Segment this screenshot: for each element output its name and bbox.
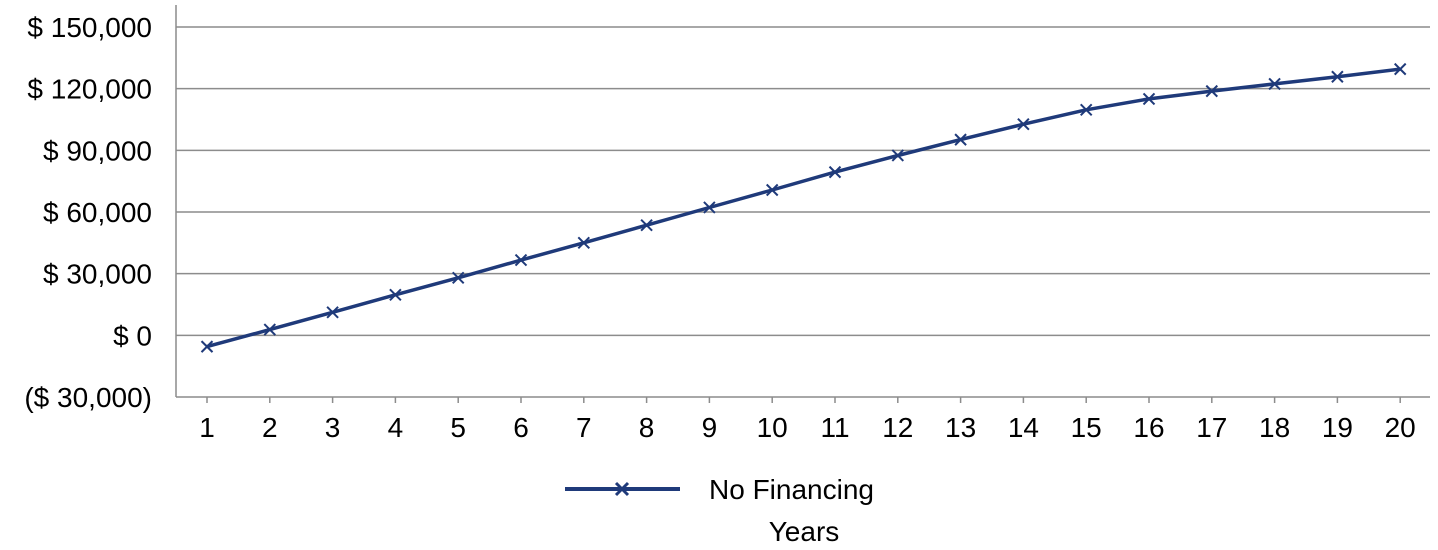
data-point-marker (1331, 70, 1344, 83)
data-point-marker (1017, 118, 1030, 131)
x-tick-label: 12 (882, 412, 913, 443)
data-point-marker (263, 323, 277, 336)
x-tick-label: 3 (325, 412, 341, 443)
x-tick-label: 17 (1196, 412, 1227, 443)
y-tick-label: ($ 30,000) (24, 382, 152, 413)
gridlines (176, 26, 1430, 337)
y-tick-label: $ 60,000 (43, 197, 152, 228)
series-layer (200, 62, 1407, 353)
x-tick-label: 14 (1008, 412, 1039, 443)
data-point-marker (1079, 103, 1093, 117)
data-point-marker (326, 306, 339, 319)
x-tick-labels: 1 2 3 4 5 6 7 8 9 10 11 12 13 14 15 16 17 18 19 20 (199, 412, 1416, 443)
x-tick-label: 8 (639, 412, 655, 443)
x-tick-label: 9 (702, 412, 718, 443)
x-tick-label: 11 (820, 412, 849, 443)
legend-label-no-financing: No Financing (709, 474, 874, 505)
y-tick-label: $ 0 (113, 320, 152, 351)
data-point-marker (954, 133, 967, 146)
y-tick-label: $ 30,000 (43, 259, 152, 290)
x-tick-label: 2 (262, 412, 278, 443)
data-point-marker (1393, 62, 1407, 76)
data-point-marker (451, 271, 465, 284)
x-tick-label: 6 (513, 412, 529, 443)
data-point-marker (200, 340, 214, 353)
y-tick-label: $ 120,000 (27, 74, 152, 105)
axes (175, 5, 1430, 403)
legend-x-marker (614, 481, 630, 497)
x-tick-label: 5 (450, 412, 466, 443)
x-tick-label: 4 (388, 412, 404, 443)
y-tick-labels: ($ 30,000) $ 0 $ 30,000 $ 60,000 $ 90,000 $ 1… (24, 12, 152, 413)
x-tick-label: 15 (1071, 412, 1102, 443)
data-point-marker (577, 236, 591, 250)
y-tick-label: $ 150,000 (27, 12, 152, 43)
data-point-marker (389, 288, 402, 302)
legend: No Financing (565, 474, 874, 505)
series-line-no-financing (206, 67, 1401, 349)
x-tick-label: 18 (1259, 412, 1290, 443)
x-tick-label: 19 (1322, 412, 1353, 443)
x-tick-label: 1 (199, 412, 215, 443)
data-point-marker (640, 218, 653, 232)
data-point-marker (891, 149, 905, 162)
x-tick-label: 7 (576, 412, 592, 443)
data-point-marker (1268, 77, 1281, 91)
data-point-marker (1205, 84, 1219, 98)
x-tick-label: 20 (1385, 412, 1416, 443)
y-tick-label: $ 90,000 (43, 135, 152, 166)
data-point-marker (765, 183, 779, 197)
data-point-marker (514, 253, 528, 267)
data-point-marker (828, 165, 842, 179)
x-tick-label: 16 (1133, 412, 1164, 443)
data-point-marker (703, 201, 716, 214)
x-axis-title: Years (769, 516, 840, 547)
x-tick-label: 13 (945, 412, 976, 443)
data-point-marker (1142, 92, 1156, 106)
x-tick-label: 10 (757, 412, 788, 443)
